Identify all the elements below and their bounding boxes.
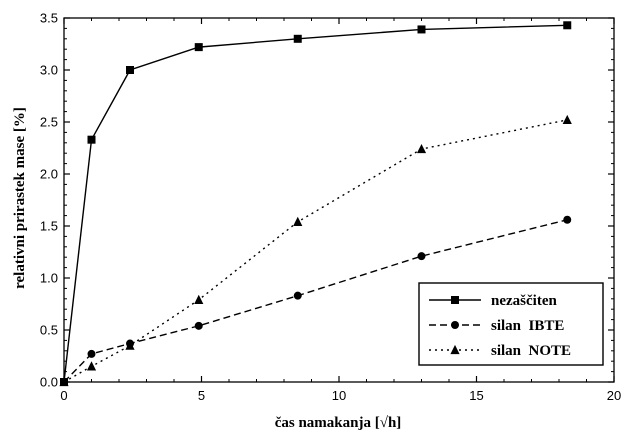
y-tick-label: 1.5 [40,219,58,234]
x-tick-label: 5 [198,388,205,403]
y-tick-label: 0.5 [40,323,58,338]
data-point-1-5 [417,252,426,261]
data-point-0-5 [417,25,426,34]
data-point-0-4 [293,34,302,43]
y-tick-label: 2.0 [40,167,58,182]
data-point-1-1 [87,349,96,358]
legend-label-2: silan NOTE [491,343,571,359]
x-tick-label: 0 [60,388,67,403]
data-point-2-0 [59,376,69,387]
legend-label-1: silan IBTE [491,318,564,334]
data-point-2-3 [194,294,204,304]
data-point-1-4 [293,291,302,300]
y-tick-label: 3.0 [40,63,58,78]
data-point-2-5 [416,143,427,154]
x-tick-label: 10 [332,388,346,403]
plot-area: 0 5 10 15 20 0.0 0.5 1.0 1.5 2.0 2.5 3.0 3.5 nezaščit… [40,11,621,404]
legend-marker-1 [451,321,459,329]
data-point-0-6 [563,21,572,30]
y-tick-label: 3.5 [40,11,58,26]
legend-box [418,282,604,366]
x-tick-label: 15 [469,388,483,403]
data-point-1-3 [194,321,203,330]
legend-label-0: nezaščiten [491,293,557,309]
data-point-0-3 [194,43,203,52]
data-point-2-1 [86,361,97,371]
x-tick-label: 20 [607,388,621,403]
data-point-2-2 [125,340,135,350]
data-point-2-4 [293,216,303,226]
x-axis-title: čas namakanja [√h] [275,415,402,431]
y-tick-label: 1.0 [40,271,58,286]
data-point-0-2 [126,66,134,74]
data-point-0-1 [87,135,96,144]
y-tick-label: 0.0 [40,375,58,390]
y-axis-title: relativni prirastek mase [%] [12,107,28,289]
data-point-2-6 [562,114,572,125]
y-tick-label: 2.5 [40,115,58,130]
legend-marker-0 [451,296,459,304]
data-point-1-6 [563,215,572,224]
legend-marker-2 [450,344,460,355]
